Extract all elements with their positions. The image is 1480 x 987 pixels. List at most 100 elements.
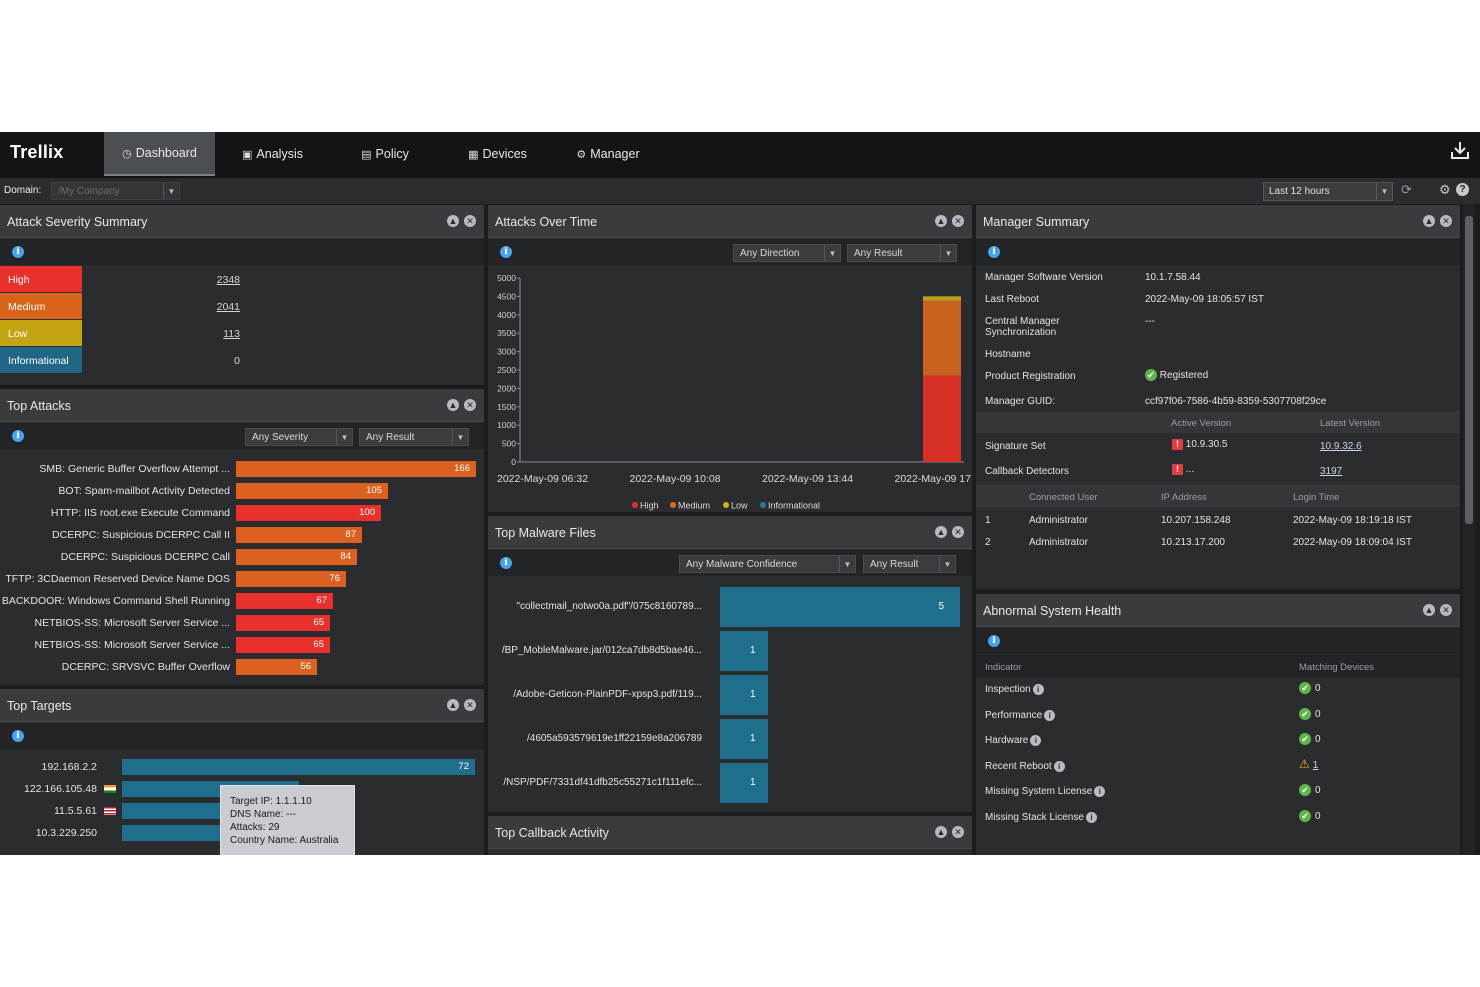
result-filter-select[interactable]: Any Result ▼ (847, 244, 957, 262)
attack-bar[interactable]: 65 (236, 637, 330, 653)
panel-title: Top Malware Files (495, 526, 596, 540)
attack-row[interactable]: NETBIOS-SS: Microsoft Server Service ...… (0, 635, 484, 657)
attack-bar[interactable]: 166 (236, 461, 476, 477)
collapse-icon[interactable]: ▲ (447, 399, 459, 411)
attack-bar[interactable]: 65 (236, 615, 330, 631)
direction-filter-select[interactable]: Any Direction ▼ (733, 244, 841, 262)
legend-label: Low (731, 501, 748, 511)
info-tooltip-icon[interactable]: i (1085, 811, 1097, 823)
scrollbar-thumb[interactable] (1465, 216, 1473, 524)
collapse-icon[interactable]: ▲ (1423, 215, 1435, 227)
collapse-icon[interactable]: ▲ (935, 826, 947, 838)
attack-bar[interactable]: 87 (236, 527, 362, 543)
info-icon[interactable]: i (988, 246, 1000, 258)
info-tooltip-icon[interactable]: i (1032, 684, 1044, 695)
info-tooltip-icon[interactable]: i (1053, 760, 1065, 772)
malware-bar[interactable]: 1 (720, 719, 768, 759)
malware-row[interactable]: /BP_MobleMalware.jar/012ca7db8d5bae46...… (488, 631, 972, 671)
attack-row[interactable]: NETBIOS-SS: Microsoft Server Service ...… (0, 613, 484, 635)
malware-row[interactable]: /Adobe-Geticon-PlainPDF-xpsp3.pdf/119...… (488, 675, 972, 715)
close-icon[interactable]: ✕ (952, 215, 964, 227)
malware-bar[interactable]: 1 (720, 631, 768, 671)
malware-file-name: "collectmail_notwo0a.pdf"/075c8160789... (516, 601, 702, 612)
target-row[interactable]: 192.168.2.2 72 (0, 757, 484, 779)
collapse-icon[interactable]: ▲ (935, 526, 947, 538)
collapse-icon[interactable]: ▲ (1423, 604, 1435, 616)
tab-analysis[interactable]: ▣ Analysis (225, 132, 320, 176)
collapse-icon[interactable]: ▲ (447, 215, 459, 227)
y-tick-label: 3500 (497, 328, 516, 338)
close-icon[interactable]: ✕ (464, 215, 476, 227)
help-icon[interactable]: ? (1456, 183, 1469, 196)
close-icon[interactable]: ✕ (1440, 604, 1452, 616)
close-icon[interactable]: ✕ (464, 399, 476, 411)
domain-select-value: /My Company (58, 186, 120, 197)
attack-row[interactable]: DCERPC: SRVSVC Buffer Overflow 56 (0, 657, 484, 679)
attack-bar[interactable]: 100 (236, 505, 381, 521)
malware-confidence-select[interactable]: Any Malware Confidence ▼ (679, 555, 856, 573)
attack-bar[interactable]: 67 (236, 593, 333, 609)
tab-policy[interactable]: ▤ Policy (340, 132, 430, 176)
severity-count-link[interactable]: 113 (223, 328, 240, 340)
malware-bar[interactable]: 1 (720, 675, 768, 715)
info-tooltip-icon[interactable]: i (1030, 735, 1042, 746)
malware-row[interactable]: /4605a593579619e1ff22159e8a206789 1 (488, 719, 972, 759)
health-indicator: Missing Stack License i (985, 811, 1097, 823)
attack-row[interactable]: BOT: Spam-mailbot Activity Detected 105 (0, 481, 484, 503)
tab-devices[interactable]: ▦ Devices (450, 132, 545, 176)
matching-devices-link[interactable]: 1 (1312, 759, 1319, 771)
scrollbar[interactable] (1463, 204, 1475, 855)
close-icon[interactable]: ✕ (952, 526, 964, 538)
attack-bar[interactable]: 84 (236, 549, 357, 565)
close-icon[interactable]: ✕ (952, 826, 964, 838)
last-reboot-value: 2022-May-09 18:05:57 IST (1145, 294, 1264, 305)
attack-bar[interactable]: 56 (236, 659, 317, 675)
tab-dashboard[interactable]: ◷ Dashboard (104, 132, 215, 176)
download-icon[interactable] (1450, 140, 1470, 162)
info-icon[interactable]: i (500, 557, 512, 569)
time-range-value: Last 12 hours (1269, 186, 1330, 197)
attack-severity-panel: Attack Severity Summary ▲ ✕ i High 2348 Me… (0, 205, 484, 385)
attack-count: 166 (454, 463, 470, 474)
signature-set-label: Signature Set (985, 441, 1046, 452)
refresh-icon[interactable]: ⟳ (1401, 182, 1412, 197)
attack-bar[interactable]: 76 (236, 571, 346, 587)
info-icon[interactable]: i (12, 246, 24, 258)
brand-logo: Trellix (10, 142, 64, 162)
malware-row[interactable]: /NSP/PDF/7331df41dfb25c55271c1f111efc...… (488, 763, 972, 803)
attack-bar[interactable]: 105 (236, 483, 388, 499)
info-row: i (976, 628, 1460, 654)
info-icon[interactable]: i (12, 430, 24, 442)
collapse-icon[interactable]: ▲ (935, 215, 947, 227)
info-tooltip-icon[interactable]: i (1094, 786, 1106, 797)
attack-row[interactable]: HTTP: IIS root.exe Execute Command 100 (0, 503, 484, 525)
severity-row: Medium 2041 (0, 293, 484, 320)
result-filter-select[interactable]: Any Result ▼ (863, 555, 956, 573)
target-bar[interactable]: 72 (122, 759, 475, 775)
signature-latest-link[interactable]: 10.9.32.6 (1320, 441, 1362, 452)
severity-count-link[interactable]: 2348 (216, 274, 240, 286)
settings-gear-icon[interactable]: ⚙ (1439, 182, 1451, 197)
info-tooltip-icon[interactable]: i (1044, 709, 1056, 721)
malware-row[interactable]: "collectmail_notwo0a.pdf"/075c8160789...… (488, 587, 972, 627)
close-icon[interactable]: ✕ (464, 699, 476, 711)
info-icon[interactable]: i (500, 246, 512, 258)
attack-row[interactable]: SMB: Generic Buffer Overflow Attempt ...… (0, 459, 484, 481)
domain-select[interactable]: /My Company ▼ (51, 182, 180, 200)
close-icon[interactable]: ✕ (1440, 215, 1452, 227)
attack-row[interactable]: BACKDOOR: Windows Command Shell Running 6… (0, 591, 484, 613)
info-icon[interactable]: i (12, 730, 24, 742)
attack-row[interactable]: DCERPC: Suspicious DCERPC Call 84 (0, 547, 484, 569)
callback-latest-link[interactable]: 3197 (1320, 466, 1343, 477)
time-range-select[interactable]: Last 12 hours ▼ (1263, 182, 1393, 201)
severity-count-link[interactable]: 2041 (216, 301, 240, 313)
severity-filter-select[interactable]: Any Severity ▼ (245, 428, 353, 446)
attack-row[interactable]: DCERPC: Suspicious DCERPC Call II 87 (0, 525, 484, 547)
malware-bar[interactable]: 1 (720, 763, 768, 803)
result-filter-select[interactable]: Any Result ▼ (359, 428, 469, 446)
malware-bar[interactable]: 5 (720, 587, 960, 627)
info-icon[interactable]: i (988, 635, 1000, 647)
collapse-icon[interactable]: ▲ (447, 699, 459, 711)
tab-manager[interactable]: ⚙ Manager (563, 132, 653, 176)
attack-row[interactable]: TFTP: 3CDaemon Reserved Device Name DOS 7… (0, 569, 484, 591)
